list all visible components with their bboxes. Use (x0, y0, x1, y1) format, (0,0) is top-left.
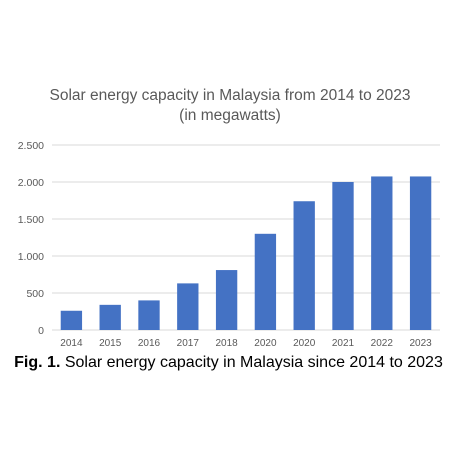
chart-title: Solar energy capacity in Malaysia from 2… (49, 87, 411, 124)
y-tick-label: 1.500 (18, 214, 44, 226)
x-tick-label: 2022 (371, 338, 394, 349)
x-tick-label: 2018 (215, 338, 238, 349)
bar (60, 310, 83, 330)
x-tick-label: 2021 (332, 338, 355, 349)
y-axis-tick-labels: 0 500 1.000 1.500 2.000 2.500 (18, 140, 44, 337)
x-tick-label: 2016 (138, 338, 161, 349)
bar (215, 270, 238, 330)
bar (293, 201, 315, 330)
bar (254, 233, 277, 330)
caption-label: Fig. 1. (14, 354, 61, 371)
x-tick-label: 2023 (409, 338, 432, 349)
bar (332, 182, 354, 330)
bar (409, 176, 432, 330)
x-tick-label: 2020 (254, 338, 277, 349)
y-tick-label: 500 (26, 288, 44, 300)
x-tick-label: 2017 (177, 338, 200, 349)
bar (371, 176, 393, 330)
bar (177, 283, 199, 330)
x-tick-label: 2015 (99, 338, 122, 349)
y-tick-label: 0 (38, 325, 44, 337)
x-tick-label: 2014 (60, 338, 83, 349)
y-tick-label: 1.000 (18, 251, 44, 263)
caption-text: Solar energy capacity in Malaysia since … (60, 354, 443, 371)
bar (138, 300, 160, 330)
y-tick-label: 2.500 (18, 140, 44, 152)
bars (60, 176, 432, 330)
y-tick-label: 2.000 (18, 177, 44, 189)
x-tick-label: 2020 (293, 338, 316, 349)
bar (99, 304, 121, 330)
x-axis-tick-labels: 2014 2015 2016 2017 2018 2020 2020 2021 2022 2023 (60, 338, 432, 349)
figure-caption: Fig. 1. Solar energy capacity in Malaysi… (0, 352, 457, 374)
